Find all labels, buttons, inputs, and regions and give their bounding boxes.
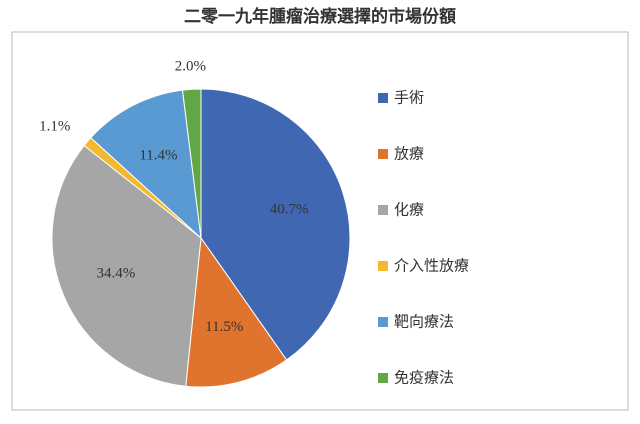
legend-label: 放療 xyxy=(394,145,424,163)
legend-label: 化療 xyxy=(394,201,424,219)
pie-slice xyxy=(185,236,288,388)
legend-swatch xyxy=(378,93,388,103)
pie-slice xyxy=(181,88,202,239)
data-label: 11.4% xyxy=(139,147,177,163)
legend-label: 手術 xyxy=(394,89,424,107)
pie-slice xyxy=(51,144,202,387)
chart-title: 二零一九年腫瘤治療選擇的市場份額 xyxy=(184,6,456,27)
pie-slice xyxy=(90,89,202,240)
legend-swatch xyxy=(378,149,388,159)
legend-label: 介入性放療 xyxy=(394,257,469,275)
data-label: 1.1% xyxy=(39,119,70,135)
data-label: 2.0% xyxy=(175,58,206,74)
pie-slice xyxy=(200,88,351,361)
legend-swatch xyxy=(378,373,388,383)
data-label: 40.7% xyxy=(270,202,309,218)
chart-frame xyxy=(11,31,629,411)
data-label: 34.4% xyxy=(97,265,136,281)
legend-swatch xyxy=(378,261,388,271)
legend-swatch xyxy=(378,317,388,327)
data-label: 11.5% xyxy=(205,319,243,335)
legend-swatch xyxy=(378,205,388,215)
legend-label: 免疫療法 xyxy=(394,369,454,387)
legend-label: 靶向療法 xyxy=(394,313,454,331)
